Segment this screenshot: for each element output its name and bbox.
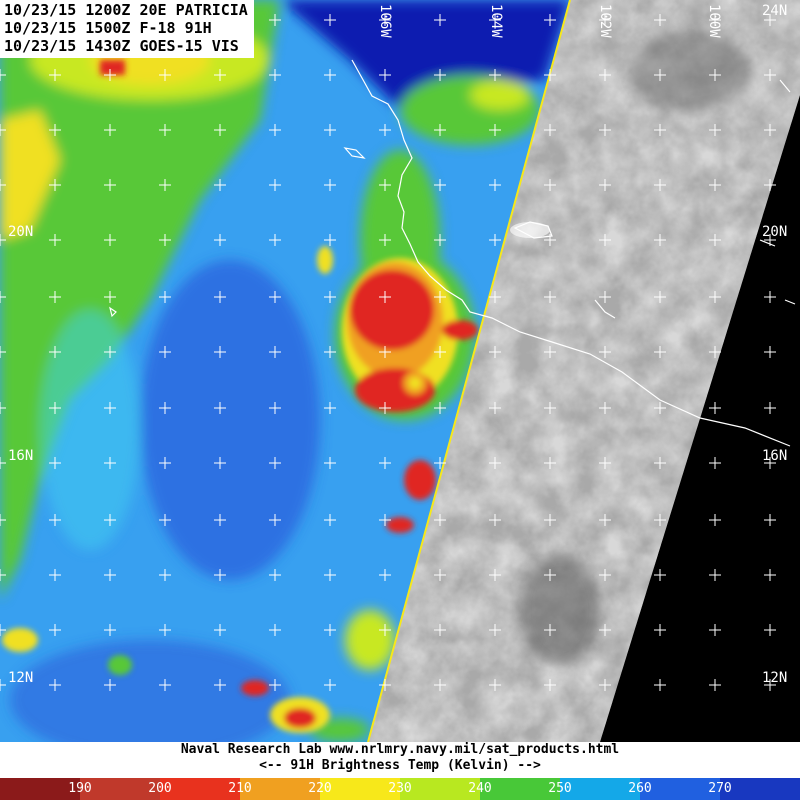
lon-label-104w: 104W — [488, 4, 504, 38]
colorbar-segment — [400, 778, 480, 800]
colorbar-segment — [320, 778, 400, 800]
colorbar-label: 210 — [228, 781, 252, 796]
nrl-credit-text: Naval Research Lab www.nrlmry.navy.mil/s… — [180, 742, 620, 757]
colorbar-segment — [640, 778, 720, 800]
colorbar-segment — [480, 778, 560, 800]
colorbar-label: 240 — [468, 781, 492, 796]
colorbar-label: 220 — [308, 781, 332, 796]
header-line-vis: 10/23/15 1430Z GOES-15 VIS — [4, 37, 239, 55]
colorbar-label: 250 — [548, 781, 572, 796]
colorbar-caption: <-- 91H Brightness Temp (Kelvin) --> — [259, 758, 541, 773]
product-footer: Naval Research Lab www.nrlmry.navy.mil/s… — [0, 742, 800, 778]
coastline — [109, 59, 796, 447]
colorbar-segment — [80, 778, 160, 800]
header-line-storm: 10/23/15 1200Z 20E PATRICIA — [4, 1, 248, 19]
lat-label-left-20n: 20N — [8, 224, 34, 240]
lat-label-left-12n: 12N — [8, 670, 34, 686]
colorbar-segment — [160, 778, 240, 800]
lat-label-right-12n: 12N — [762, 670, 788, 686]
colorbar-label: 270 — [708, 781, 732, 796]
lat-label-right-24n: 24N — [762, 3, 788, 19]
swath-edge-line — [367, 0, 571, 743]
lat-label-right-20n: 20N — [762, 224, 788, 240]
lon-label-106w: 106W — [377, 4, 393, 38]
lat-lon-grid — [0, 14, 776, 691]
lon-label-100w: 100W — [706, 4, 722, 38]
colorbar-segment — [560, 778, 640, 800]
lat-label-right-16n: 16N — [762, 448, 788, 464]
header-line-sensor: 10/23/15 1500Z F-18 91H — [4, 19, 212, 37]
colorbar-label: 230 — [388, 781, 412, 796]
lon-label-102w: 102W — [597, 4, 613, 38]
colorbar-label: 190 — [68, 781, 92, 796]
colorbar-label: 260 — [628, 781, 652, 796]
colorbar-segment — [240, 778, 320, 800]
colorbar-segment — [0, 778, 80, 800]
colorbar-segment — [720, 778, 800, 800]
lat-label-left-16n: 16N — [8, 448, 34, 464]
brightness-temp-colorbar: 190 200 210 220 230 240 250 260 270 — [0, 778, 800, 800]
product-header: 10/23/15 1200Z 20E PATRICIA 10/23/15 150… — [0, 0, 254, 58]
colorbar-label: 200 — [148, 781, 172, 796]
